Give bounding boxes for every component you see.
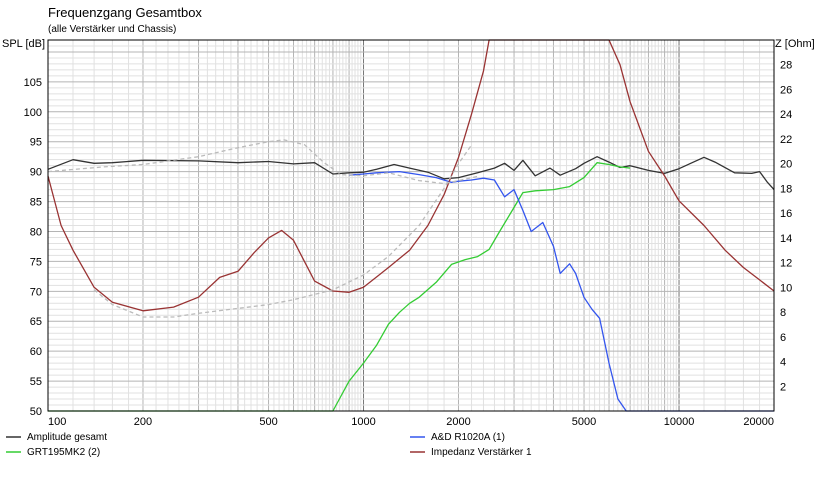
x-tick-label: 100	[48, 416, 66, 428]
y2-tick-label: 14	[780, 233, 792, 245]
plot-frame	[47, 39, 775, 412]
legend-label: Impedanz Verstärker 1	[431, 447, 532, 458]
grid	[48, 40, 774, 411]
y2-tick-label: 6	[780, 332, 786, 344]
chart-subtitle: (alle Verstärker und Chassis)	[48, 24, 176, 35]
y-tick-label: 80	[30, 226, 42, 238]
y-tick-label: 95	[30, 137, 42, 149]
y-tick-label: 55	[30, 376, 42, 388]
y-tick-label: 85	[30, 197, 42, 209]
y2-tick-label: 24	[780, 109, 792, 121]
legend-label: GRT195MK2 (2)	[27, 447, 100, 458]
x-tick-label: 5000	[572, 416, 596, 428]
y-axis-label: SPL [dB]	[2, 38, 45, 50]
y2-axis-label: Z [Ohm]	[775, 38, 815, 50]
y-tick-label: 100	[24, 107, 42, 119]
x-tick-label: 1000	[351, 416, 375, 428]
x-tick-label: 10000	[664, 416, 695, 428]
y-tick-label: 70	[30, 286, 42, 298]
y2-tick-label: 26	[780, 84, 792, 96]
y2-tick-label: 22	[780, 134, 792, 146]
y2-tick-label: 16	[780, 208, 792, 220]
legend: Amplitude gesamt GRT195MK2 (2) A&D R1020A …	[6, 432, 532, 458]
series-line-1	[48, 162, 631, 412]
y-tick-label: 50	[30, 406, 42, 418]
y2-tick-label: 4	[780, 357, 786, 369]
series-line-3	[47, 39, 775, 312]
tick-labels: 100 200 500 1000 2000 5000 10000 20000 50 55 60 65 7…	[24, 60, 793, 428]
y-tick-label: 60	[30, 346, 42, 358]
chart-title: Frequenzgang Gesamtbox	[48, 5, 202, 20]
y-tick-label: 75	[30, 256, 42, 268]
y2-tick-label: 28	[780, 60, 792, 72]
y2-tick-label: 10	[780, 282, 792, 294]
x-tick-label: 2000	[446, 416, 470, 428]
y-tick-label: 90	[30, 167, 42, 179]
legend-label: A&D R1020A (1)	[431, 432, 505, 443]
x-tick-label: 20000	[743, 416, 774, 428]
series-lines	[47, 39, 775, 412]
y2-tick-label: 18	[780, 183, 792, 195]
y2-tick-label: 2	[780, 381, 786, 393]
legend-label: Amplitude gesamt	[27, 432, 107, 443]
y2-tick-label: 8	[780, 307, 786, 319]
series-line-5	[93, 144, 473, 318]
y-tick-label: 65	[30, 316, 42, 328]
series-line-2	[349, 170, 774, 412]
x-tick-label: 500	[259, 416, 277, 428]
series-line-0	[47, 156, 775, 191]
y-tick-label: 105	[24, 77, 42, 89]
y2-tick-label: 20	[780, 159, 792, 171]
x-tick-label: 200	[134, 416, 152, 428]
y2-tick-label: 12	[780, 258, 792, 270]
